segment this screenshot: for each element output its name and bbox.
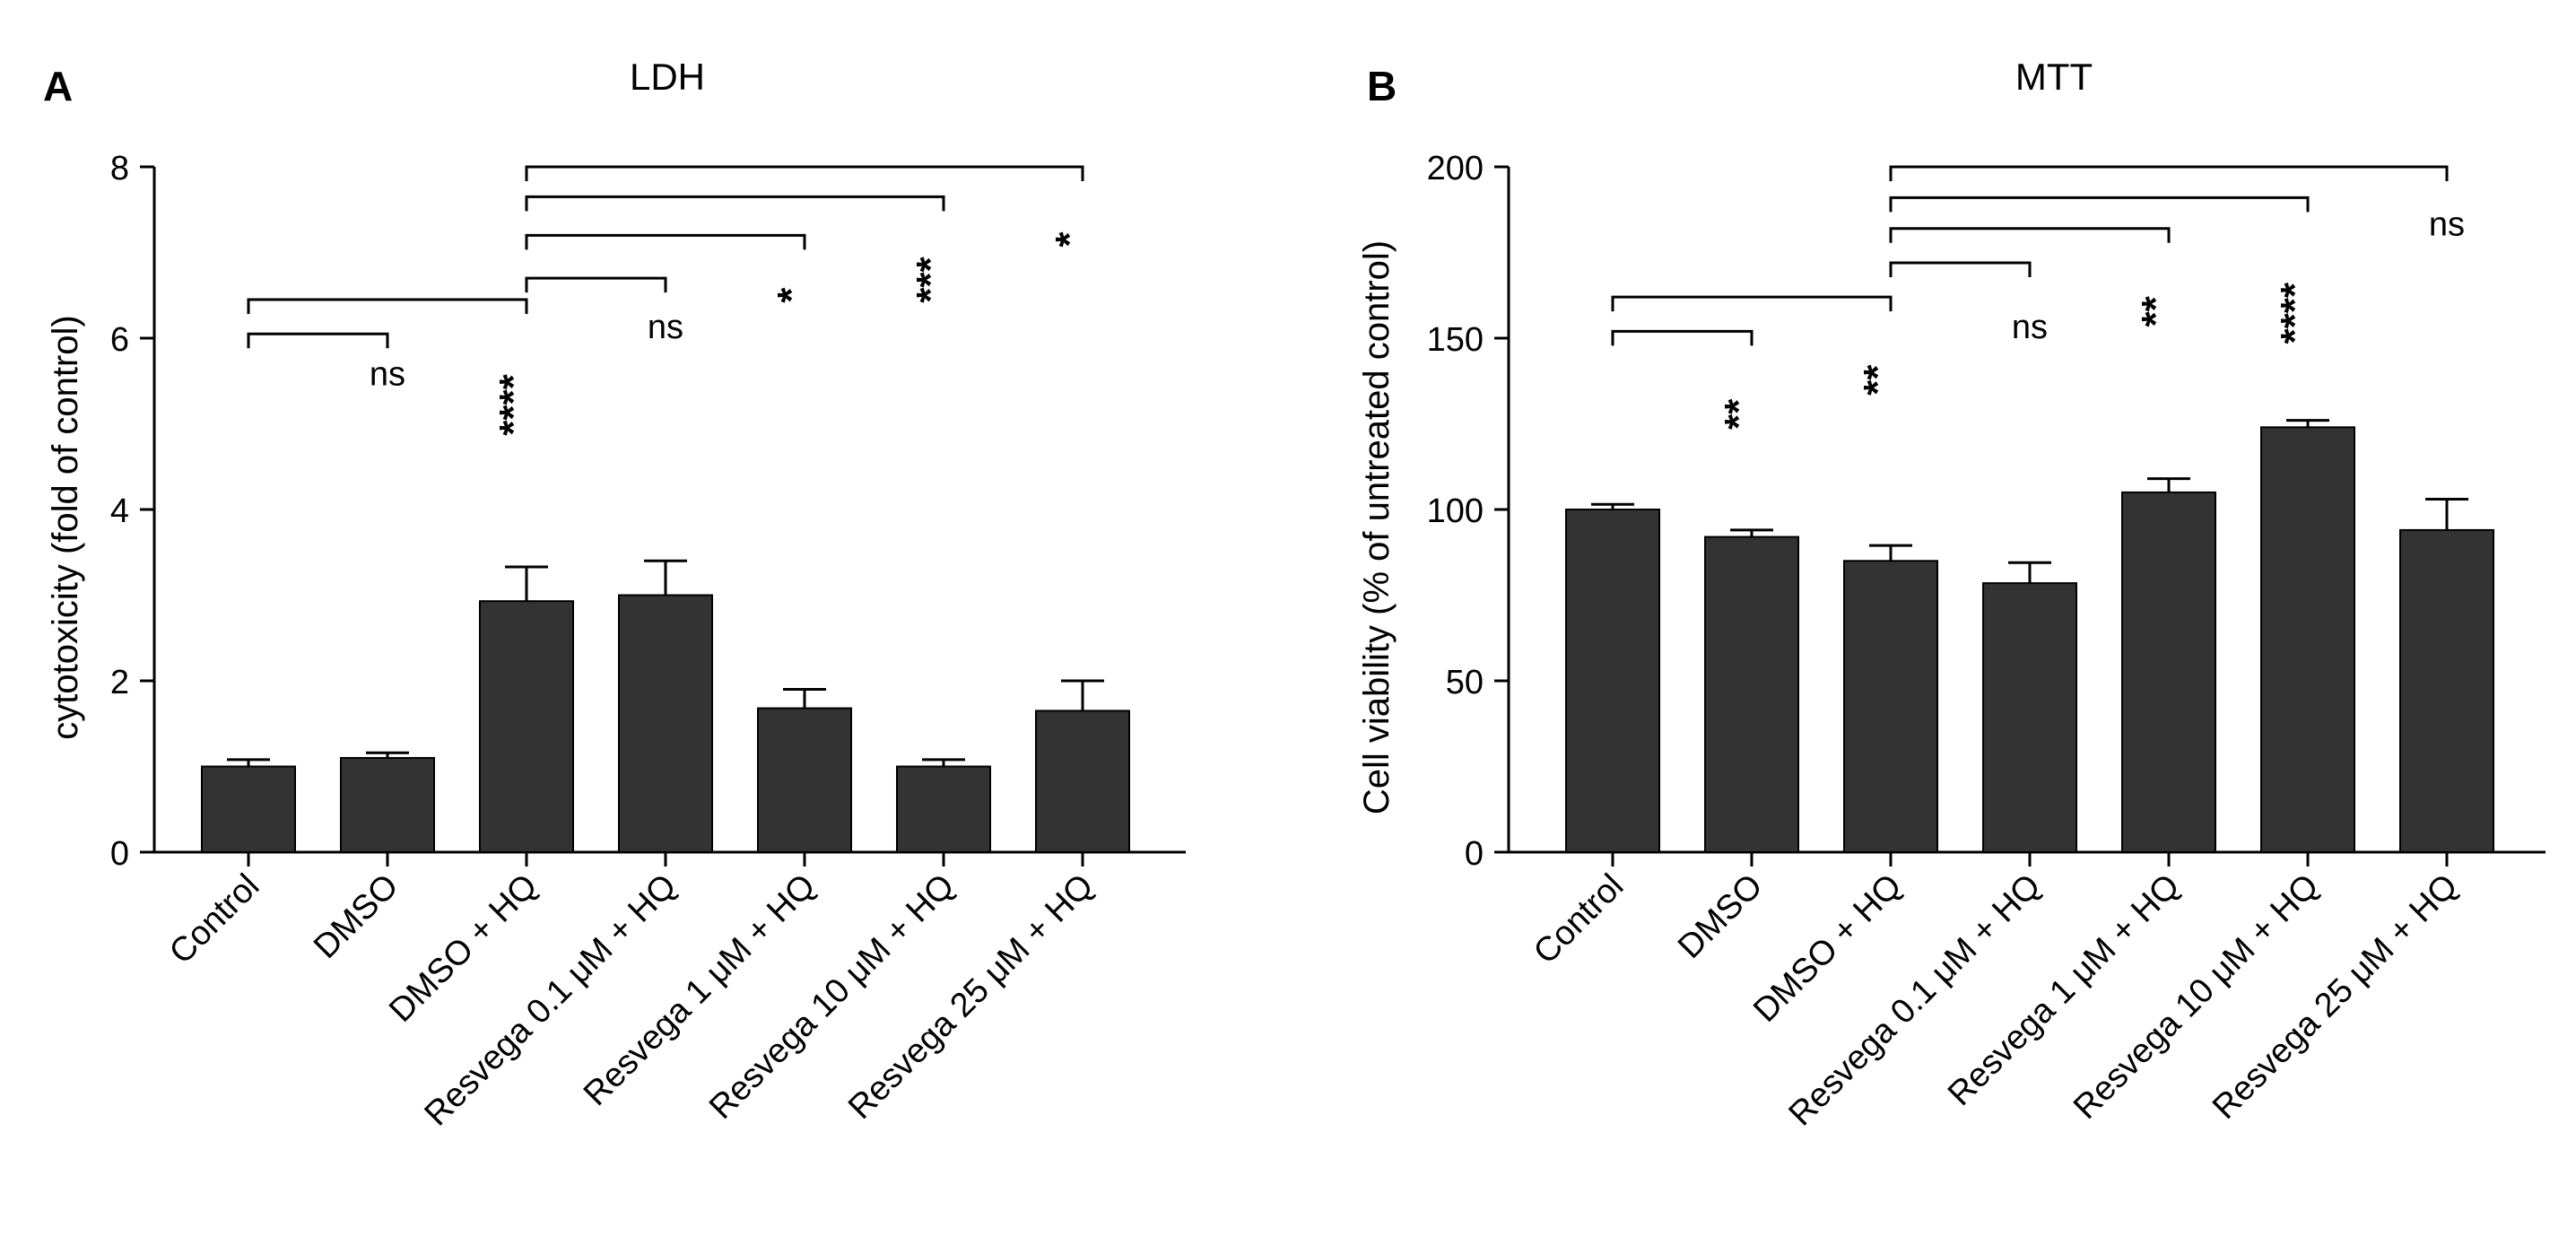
mtt-significance-label: **** <box>2273 282 2317 344</box>
mtt-chart-title: MTT <box>2015 56 2093 98</box>
panel-mtt: B MTT Cell viability (% of untreated con… <box>1357 56 2546 1133</box>
ldh-bar <box>896 765 991 853</box>
mtt-x-tick-label: Resvega 0.1 μM + HQ <box>1782 867 2049 1134</box>
panel-b-letter: B <box>1367 63 1397 109</box>
mtt-y-tick-label: 50 <box>1446 664 1484 701</box>
ldh-y-tick-label: 6 <box>110 321 129 359</box>
mtt-significance-bracket <box>1611 295 1893 312</box>
ldh-bar <box>757 707 852 853</box>
mtt-bar <box>2399 528 2494 853</box>
mtt-bar <box>1982 582 2077 853</box>
ldh-significance-label: ns <box>648 309 683 346</box>
mtt-bar <box>1843 560 1938 853</box>
mtt-y-tick-label: 200 <box>1427 150 1484 187</box>
ldh-significance-label: * <box>770 287 814 303</box>
ldh-bar <box>479 600 574 853</box>
ldh-x-tick-label: Resvega 0.1 μM + HQ <box>418 867 684 1134</box>
ldh-y-tick-label: 4 <box>110 492 129 530</box>
mtt-y-tick-label: 100 <box>1427 492 1484 530</box>
ldh-x-tick-label: Resvega 25 μM + HQ <box>841 867 1101 1127</box>
ldh-significance-bracket <box>525 276 667 293</box>
ldh-bar <box>201 765 296 853</box>
ldh-significance-label: **** <box>492 373 535 435</box>
ldh-significance-label: * <box>1048 231 1092 248</box>
mtt-significance-bracket <box>1889 261 2032 277</box>
panel-ldh: A LDH cytotoxicity (fold of control) 0 2 4… <box>43 56 1186 1133</box>
ldh-significance-bracket <box>247 298 528 315</box>
mtt-x-tick-label: DMSO <box>1671 867 1770 966</box>
ldh-x-tick-label: Resvega 10 μM + HQ <box>702 867 962 1127</box>
ldh-bar <box>340 756 435 854</box>
ldh-x-tick-label: DMSO <box>307 867 405 966</box>
ldh-significance-bracket <box>525 233 806 250</box>
ldh-y-tick-label: 0 <box>110 835 129 873</box>
ldh-chart-title: LDH <box>630 56 705 98</box>
mtt-y-tick-label: 150 <box>1427 321 1484 359</box>
mtt-significance-label: ** <box>1717 398 1761 430</box>
mtt-significance-bracket <box>1889 196 2310 213</box>
ldh-significance-label: *** <box>909 256 953 302</box>
ldh-x-tick-label: Resvega 1 μM + HQ <box>577 867 822 1113</box>
ldh-significance-bracket <box>525 165 1084 181</box>
mtt-significance-label: ** <box>2134 295 2178 327</box>
ldh-bar <box>618 594 713 853</box>
mtt-y-tick-label: 0 <box>1465 835 1484 873</box>
mtt-significance-label: ns <box>2429 205 2465 243</box>
ldh-y-tick-label: 8 <box>110 150 129 187</box>
ldh-x-tick-label: Control <box>162 867 266 971</box>
mtt-y-axis-label: Cell viability (% of untreated control) <box>1357 240 1397 814</box>
panel-a-letter: A <box>43 63 73 109</box>
mtt-significance-bracket <box>1611 329 1754 346</box>
mtt-x-tick-label: Resvega 1 μM + HQ <box>1941 867 2187 1113</box>
mtt-bar <box>2121 491 2216 854</box>
ldh-y-tick-label: 2 <box>110 664 129 701</box>
mtt-significance-bracket <box>1889 227 2171 243</box>
mtt-bar <box>1704 536 1799 853</box>
mtt-x-tick-label: Control <box>1527 867 1631 971</box>
mtt-bar <box>1565 509 1660 853</box>
ldh-significance-label: ns <box>370 356 405 394</box>
mtt-x-tick-label: Resvega 25 μM + HQ <box>2206 867 2465 1127</box>
mtt-x-tick-label: Resvega 10 μM + HQ <box>2067 867 2326 1127</box>
mtt-bar <box>2260 426 2355 853</box>
ldh-significance-bracket <box>525 195 945 212</box>
mtt-significance-label: ns <box>2012 309 2048 346</box>
mtt-significance-bracket <box>1889 165 2449 181</box>
ldh-y-axis-label: cytotoxicity (fold of control) <box>46 315 85 740</box>
ldh-significance-bracket <box>247 332 389 349</box>
mtt-significance-label: ** <box>1856 364 1900 396</box>
ldh-bar <box>1035 710 1130 853</box>
